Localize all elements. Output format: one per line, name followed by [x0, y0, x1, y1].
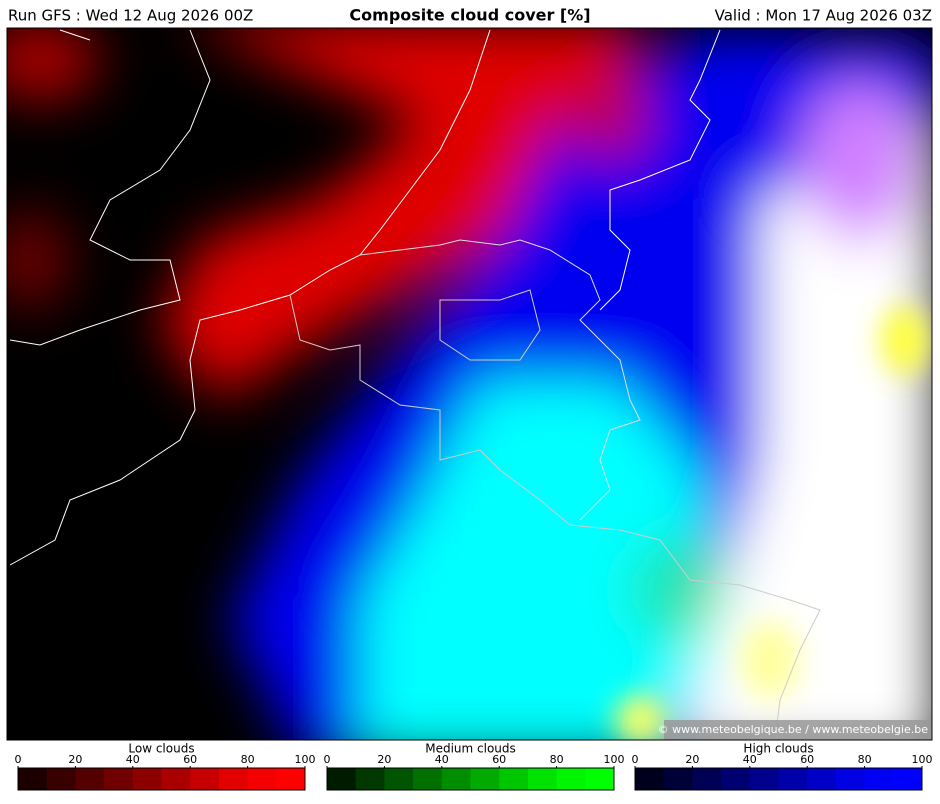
legend-swatch	[835, 768, 866, 790]
legend-swatch	[132, 768, 162, 790]
legend-swatch	[663, 768, 693, 790]
legend-swatch	[692, 768, 722, 790]
legend-swatch	[527, 768, 558, 790]
legend-tick-label: 40	[743, 753, 757, 766]
legend-swatch	[276, 768, 306, 790]
legends: Low clouds 0 20 40 60 80 100 Medium clouds 0 20 40…	[15, 742, 933, 791]
legend-frame	[17, 767, 306, 791]
legend-swatch	[470, 768, 500, 790]
legend-swatch	[778, 768, 808, 790]
run-label: Run GFS : Wed 12 Aug 2026 00Z	[8, 7, 253, 25]
legend-tick-label: 60	[492, 753, 506, 766]
legend-tick-label: 20	[68, 753, 82, 766]
legend-frame	[326, 767, 615, 791]
legend-tick-label: 100	[604, 753, 625, 766]
legend-tick-label: 60	[800, 753, 814, 766]
legend-swatch	[721, 768, 751, 790]
cloud-field: © www.meteobelgique.be / www.meteobelgie…	[7, 28, 932, 740]
legend-swatch	[384, 768, 414, 790]
legend-tick-label: 60	[183, 753, 197, 766]
legend-title: High clouds	[743, 742, 813, 756]
legend-tick-label: 80	[858, 753, 872, 766]
legend-title: Low clouds	[128, 742, 194, 756]
legend-tick-label: 0	[632, 753, 639, 766]
legend-tick-label: 100	[295, 753, 316, 766]
legend-tick-label: 20	[377, 753, 391, 766]
legend-swatch	[190, 768, 220, 790]
map-title: Composite cloud cover [%]	[349, 6, 590, 25]
legend-swatch	[161, 768, 191, 790]
legend-tick-label: 80	[550, 753, 564, 766]
legend-title: Medium clouds	[425, 742, 516, 756]
legend-tick-label: 40	[126, 753, 140, 766]
legend-tick-label: 80	[241, 753, 255, 766]
legend-swatch	[104, 768, 134, 790]
legend-swatch	[18, 768, 48, 790]
legend-swatch	[75, 768, 105, 790]
credit: © www.meteobelgique.be / www.meteobelgie…	[658, 723, 929, 736]
legend-swatch	[749, 768, 779, 790]
legend-swatch	[556, 768, 586, 790]
legend-swatch	[864, 768, 894, 790]
legend-tick-label: 100	[912, 753, 933, 766]
legend-tick-label: 0	[15, 753, 22, 766]
legend-swatch	[413, 768, 443, 790]
legend-swatch	[46, 768, 76, 790]
legend-swatch	[499, 768, 529, 790]
legend-swatch	[247, 768, 277, 790]
legend-tick-label: 20	[685, 753, 699, 766]
valid-label: Valid : Mon 17 Aug 2026 03Z	[715, 7, 932, 25]
legend-swatch	[218, 768, 249, 790]
coastlines	[9, 29, 821, 740]
legend-tick-label: 40	[435, 753, 449, 766]
legend-swatch	[635, 768, 665, 790]
legend-swatch	[355, 768, 385, 790]
legend-swatch	[807, 768, 837, 790]
legend-swatch	[585, 768, 615, 790]
legend-swatch	[441, 768, 471, 790]
legend-swatch	[327, 768, 357, 790]
legend-tick-label: 0	[324, 753, 331, 766]
legend-swatch	[893, 768, 923, 790]
legend-frame	[634, 767, 923, 791]
